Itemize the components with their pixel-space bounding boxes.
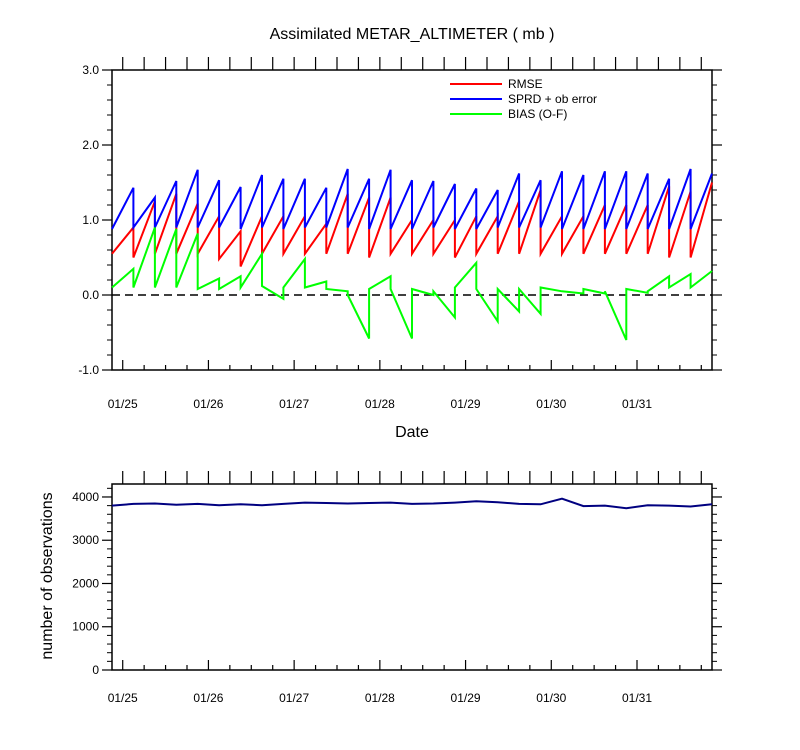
series-line-bias-o-f [111, 227, 713, 341]
x-tick-label: 01/29 [451, 397, 481, 411]
series-line-observations [111, 497, 713, 510]
y-tick-label: 1000 [72, 620, 99, 634]
x-tick-label: 01/28 [365, 397, 395, 411]
x-tick-label: 01/30 [536, 397, 566, 411]
y-tick-label: 2000 [72, 576, 99, 590]
x-tick-label: 01/29 [451, 691, 481, 705]
plot-frame [111, 483, 713, 671]
x-tick-label: 01/27 [279, 397, 309, 411]
y-tick-label: 0 [92, 663, 99, 677]
x-tick-label: 01/28 [365, 691, 395, 705]
x-tick-label: 01/26 [193, 397, 223, 411]
x-tick-label: 01/25 [108, 691, 138, 705]
y-tick-label: 0.0 [82, 288, 99, 302]
y-tick-label: 3.0 [82, 63, 99, 77]
x-tick-label: 01/27 [279, 691, 309, 705]
x-tick-label: 01/25 [108, 397, 138, 411]
y-tick-label: 2.0 [82, 138, 99, 152]
x-tick-label: 01/31 [622, 691, 652, 705]
legend-label: BIAS (O-F) [508, 107, 567, 121]
legend-label: RMSE [508, 77, 543, 91]
y-tick-label: -1.0 [78, 363, 99, 377]
y-tick-label: 4000 [72, 490, 99, 504]
x-tick-label: 01/30 [536, 691, 566, 705]
x-axis-title: Date [395, 424, 429, 441]
series-line-sprd-ob-error [111, 168, 713, 231]
y-tick-label: 3000 [72, 533, 99, 547]
x-tick-label: 01/26 [193, 691, 223, 705]
bottom-chart: 01/25 01/26 01/27 01/28 01/29 01/30 01/31 0 1000… [72, 471, 722, 705]
y-axis-title: number of observations [39, 492, 56, 659]
y-tick-label: 1.0 [82, 213, 99, 227]
x-tick-label: 01/31 [622, 397, 652, 411]
chart-title: Assimilated METAR_ALTIMETER ( mb ) [270, 26, 555, 43]
top-chart: 01/25 01/26 01/27 01/28 01/29 01/30 01/31 3.0 2.… [78, 57, 722, 411]
legend-label: SPRD + ob error [508, 92, 597, 106]
